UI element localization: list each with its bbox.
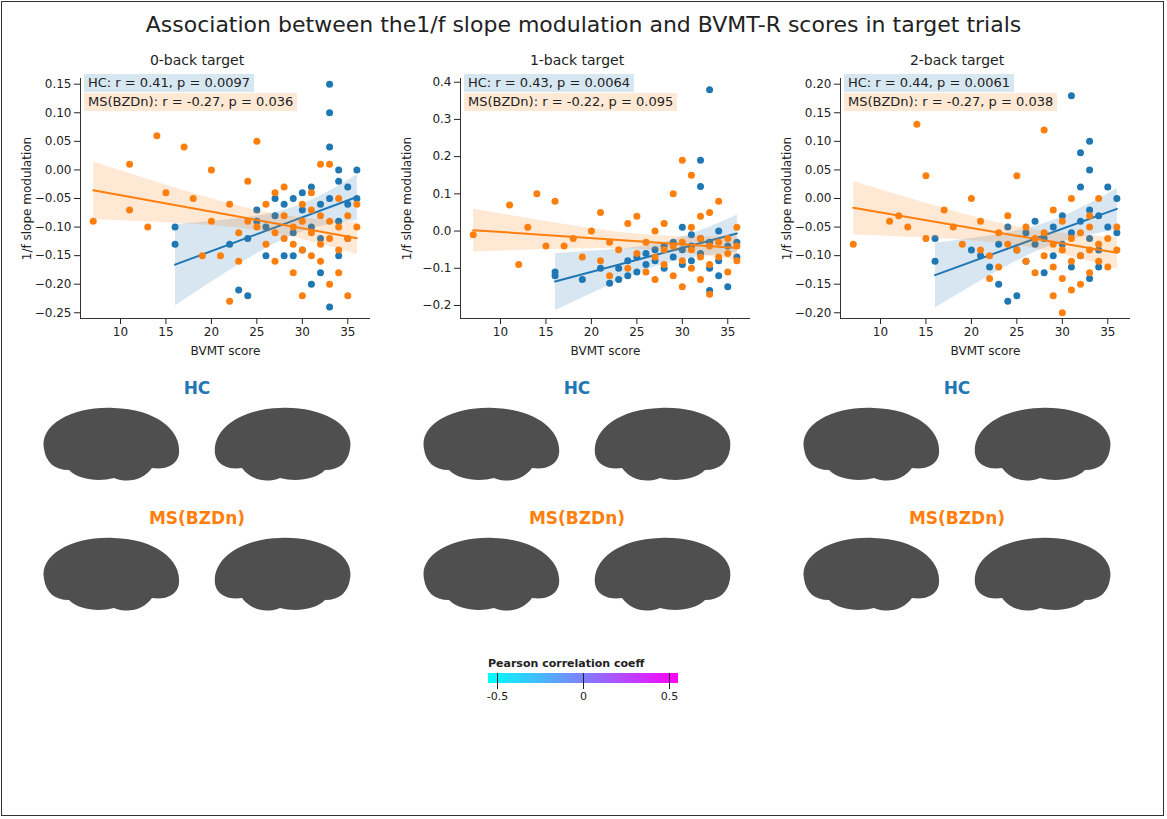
svg-text:1/f slope modulation: 1/f slope modulation [400, 137, 414, 260]
svg-text:0.0: 0.0 [432, 224, 451, 238]
svg-text:0.5: 0.5 [661, 690, 679, 703]
svg-text:HC: HC [944, 378, 971, 398]
svg-text:20: 20 [964, 325, 979, 339]
html-text:HC: r = 0.44, p = 0.0061: HC: r = 0.44, p = 0.0061 [848, 75, 1010, 90]
svg-text:−0.2: −0.2 [422, 298, 451, 312]
svg-text:−0.20: −0.20 [35, 277, 72, 291]
svg-text:25: 25 [629, 325, 644, 339]
svg-text:0.3: 0.3 [432, 112, 451, 126]
svg-text:-0.5: -0.5 [487, 690, 508, 703]
svg-text:BVMT score: BVMT score [191, 344, 261, 358]
svg-text:−0.10: −0.10 [35, 220, 72, 234]
svg-text:−0.1: −0.1 [422, 261, 451, 275]
svg-text:15: 15 [918, 325, 933, 339]
svg-text:HC: HC [184, 378, 211, 398]
svg-text:20: 20 [584, 325, 599, 339]
svg-text:MS(BZDn): MS(BZDn) [909, 508, 1005, 528]
svg-text:30: 30 [295, 325, 310, 339]
svg-text:25: 25 [1009, 325, 1024, 339]
svg-text:−0.20: −0.20 [795, 306, 832, 320]
svg-text:−0.05: −0.05 [795, 220, 832, 234]
svg-text:30: 30 [675, 325, 690, 339]
svg-text:HC: HC [564, 378, 591, 398]
html-text:MS(BZDn): r = -0.27, p = 0.036: MS(BZDn): r = -0.27, p = 0.036 [88, 94, 294, 109]
svg-text:10: 10 [113, 325, 128, 339]
svg-text:0.20: 0.20 [805, 77, 832, 91]
svg-text:BVMT score: BVMT score [571, 344, 641, 358]
html-text:HC: r = 0.41, p = 0.0097: HC: r = 0.41, p = 0.0097 [88, 75, 250, 90]
svg-text:0.15: 0.15 [805, 106, 832, 120]
svg-text:35: 35 [720, 325, 735, 339]
svg-text:0.00: 0.00 [45, 163, 72, 177]
svg-text:25: 25 [249, 325, 264, 339]
svg-text:10: 10 [493, 325, 508, 339]
svg-text:35: 35 [340, 325, 355, 339]
html-text:Association between the1/f slo: Association between the1/f slope modulat… [145, 12, 1022, 37]
svg-text:0.2: 0.2 [432, 149, 451, 163]
svg-text:0.05: 0.05 [45, 134, 72, 148]
svg-text:−0.25: −0.25 [35, 306, 72, 320]
svg-text:Pearson correlation coeff: Pearson correlation coeff [488, 657, 645, 670]
html-text:HC: r = 0.43, p = 0.0064: HC: r = 0.43, p = 0.0064 [468, 75, 630, 90]
svg-text:0.15: 0.15 [45, 77, 72, 91]
svg-text:35: 35 [1100, 325, 1115, 339]
svg-text:MS(BZDn): MS(BZDn) [149, 508, 245, 528]
svg-text:15: 15 [158, 325, 173, 339]
svg-text:BVMT score: BVMT score [951, 344, 1021, 358]
html-text:0-back target: 0-back target [149, 52, 245, 68]
svg-text:1/f slope modulation: 1/f slope modulation [780, 137, 794, 260]
svg-text:0.4: 0.4 [432, 75, 451, 89]
svg-text:−0.15: −0.15 [35, 248, 72, 262]
svg-text:30: 30 [1055, 325, 1070, 339]
html-text:2-back target: 2-back target [909, 52, 1005, 68]
svg-text:0.1: 0.1 [432, 187, 451, 201]
html-text:MS(BZDn): r = -0.27, p = 0.038: MS(BZDn): r = -0.27, p = 0.038 [848, 94, 1054, 109]
svg-text:1/f slope modulation: 1/f slope modulation [20, 137, 34, 260]
svg-text:0.10: 0.10 [45, 106, 72, 120]
svg-text:−0.10: −0.10 [795, 248, 832, 262]
svg-text:MS(BZDn): MS(BZDn) [529, 508, 625, 528]
svg-text:0.10: 0.10 [805, 134, 832, 148]
svg-text:0.00: 0.00 [805, 191, 832, 205]
svg-text:20: 20 [204, 325, 219, 339]
svg-text:0.05: 0.05 [805, 163, 832, 177]
svg-text:−0.05: −0.05 [35, 191, 72, 205]
html-text:MS(BZDn): r = -0.22, p = 0.095: MS(BZDn): r = -0.22, p = 0.095 [468, 94, 674, 109]
svg-text:15: 15 [538, 325, 553, 339]
svg-text:0: 0 [580, 690, 587, 703]
svg-text:−0.15: −0.15 [795, 277, 832, 291]
html-text:1-back target: 1-back target [529, 52, 625, 68]
svg-text:10: 10 [873, 325, 888, 339]
